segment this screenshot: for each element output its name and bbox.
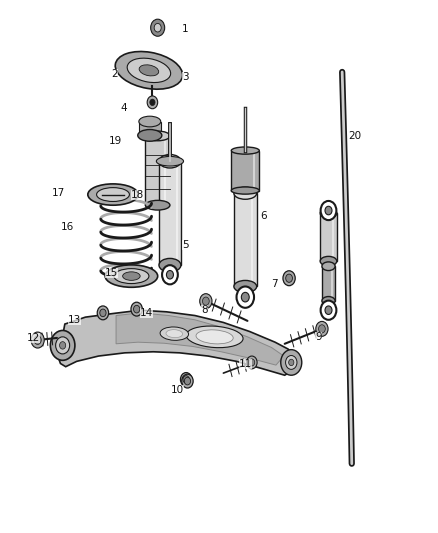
Text: 2: 2 — [112, 69, 118, 78]
Text: 12: 12 — [27, 334, 40, 343]
Circle shape — [147, 96, 158, 109]
Polygon shape — [58, 310, 296, 375]
Ellipse shape — [123, 272, 140, 280]
Text: 5: 5 — [182, 240, 188, 250]
Ellipse shape — [322, 296, 335, 305]
Circle shape — [325, 206, 332, 215]
Polygon shape — [159, 161, 181, 265]
Circle shape — [182, 374, 193, 388]
Circle shape — [241, 293, 249, 302]
Circle shape — [60, 342, 66, 349]
Circle shape — [56, 337, 70, 354]
Circle shape — [325, 306, 332, 314]
Ellipse shape — [115, 52, 183, 89]
Text: 17: 17 — [52, 188, 65, 198]
Circle shape — [318, 325, 325, 333]
Text: 13: 13 — [68, 315, 81, 325]
Ellipse shape — [145, 131, 170, 141]
Polygon shape — [145, 136, 170, 205]
Circle shape — [166, 271, 173, 279]
Circle shape — [34, 336, 41, 344]
Ellipse shape — [166, 329, 183, 338]
Circle shape — [286, 356, 297, 369]
Text: 1: 1 — [182, 25, 188, 34]
Text: 11: 11 — [239, 359, 252, 368]
Circle shape — [131, 302, 142, 316]
Circle shape — [180, 373, 192, 386]
Polygon shape — [116, 313, 284, 365]
Circle shape — [316, 321, 328, 336]
Text: 15: 15 — [105, 268, 118, 278]
Circle shape — [286, 274, 293, 282]
Polygon shape — [234, 193, 257, 287]
Ellipse shape — [320, 256, 337, 266]
Circle shape — [151, 19, 165, 36]
Circle shape — [162, 265, 178, 285]
Text: 7: 7 — [272, 279, 278, 288]
Text: 10: 10 — [171, 385, 184, 395]
Circle shape — [183, 376, 189, 383]
Text: 14: 14 — [140, 309, 153, 318]
Circle shape — [249, 359, 255, 366]
Ellipse shape — [114, 269, 149, 284]
Polygon shape — [320, 213, 337, 261]
Circle shape — [247, 356, 257, 369]
Circle shape — [237, 287, 254, 308]
Circle shape — [134, 305, 140, 313]
Ellipse shape — [231, 187, 259, 194]
Circle shape — [321, 301, 336, 320]
Circle shape — [321, 201, 336, 220]
Ellipse shape — [156, 157, 184, 166]
Text: 9: 9 — [315, 332, 322, 342]
Ellipse shape — [322, 262, 335, 271]
Ellipse shape — [88, 184, 138, 205]
Circle shape — [150, 99, 155, 106]
Text: 3: 3 — [182, 72, 188, 82]
Text: 18: 18 — [131, 190, 144, 199]
Circle shape — [281, 350, 302, 375]
Ellipse shape — [139, 116, 161, 127]
Text: 16: 16 — [60, 222, 74, 231]
Text: 6: 6 — [261, 211, 267, 221]
Ellipse shape — [186, 326, 243, 348]
Circle shape — [154, 23, 161, 32]
Ellipse shape — [160, 327, 188, 341]
Ellipse shape — [145, 200, 170, 210]
Text: 20: 20 — [348, 131, 361, 141]
Ellipse shape — [231, 147, 259, 154]
Circle shape — [289, 359, 294, 366]
Text: 19: 19 — [109, 136, 122, 146]
Ellipse shape — [139, 65, 159, 76]
Circle shape — [100, 309, 106, 317]
Circle shape — [283, 271, 295, 286]
Ellipse shape — [320, 208, 337, 218]
Polygon shape — [322, 266, 335, 301]
Circle shape — [184, 377, 191, 385]
Ellipse shape — [234, 187, 257, 199]
Ellipse shape — [159, 155, 181, 168]
Ellipse shape — [159, 259, 181, 272]
Ellipse shape — [234, 280, 257, 293]
Ellipse shape — [138, 130, 162, 141]
Polygon shape — [139, 122, 161, 135]
Ellipse shape — [105, 265, 158, 287]
Text: 8: 8 — [201, 305, 208, 315]
Circle shape — [31, 332, 44, 348]
Circle shape — [97, 306, 109, 320]
Circle shape — [200, 294, 212, 309]
Ellipse shape — [127, 58, 171, 83]
Text: 4: 4 — [120, 103, 127, 112]
Circle shape — [202, 297, 209, 305]
Ellipse shape — [196, 330, 233, 344]
Polygon shape — [231, 151, 259, 191]
Ellipse shape — [96, 188, 130, 201]
Circle shape — [50, 330, 75, 360]
